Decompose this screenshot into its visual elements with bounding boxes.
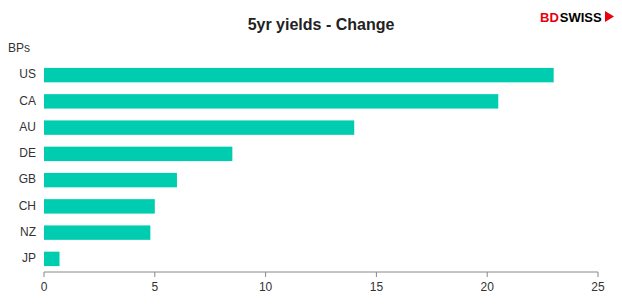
bar — [44, 68, 554, 82]
logo-text: BD — [540, 10, 559, 25]
x-tick — [44, 272, 45, 277]
category-label: DE — [19, 146, 36, 160]
bar — [44, 120, 354, 134]
bars — [44, 68, 554, 266]
logo-arrow — [605, 11, 614, 22]
x-tick — [598, 272, 599, 277]
bar — [44, 199, 155, 213]
x-tick — [265, 272, 266, 277]
category-label: AU — [19, 120, 36, 134]
title: 5yr yields - Change — [248, 16, 395, 33]
bar — [44, 225, 150, 239]
logo-text: SWISS — [560, 10, 602, 25]
bar — [44, 173, 177, 187]
x-axis-line — [44, 272, 598, 273]
x-tick-label: 25 — [591, 280, 605, 294]
category-label: CH — [19, 199, 36, 213]
bar — [44, 94, 498, 108]
x-tick — [154, 272, 155, 277]
x-tick-label: 5 — [151, 280, 158, 294]
category-label: NZ — [20, 225, 36, 239]
axis-label: BPs — [8, 41, 30, 55]
x-tick-label: 10 — [259, 280, 273, 294]
category-label: CA — [19, 94, 36, 108]
category-label: JP — [22, 251, 36, 265]
x-tick-label: 0 — [41, 280, 48, 294]
bar — [44, 147, 232, 161]
category-label: GB — [19, 172, 36, 186]
category-label: US — [19, 67, 36, 81]
x-tick-label: 20 — [481, 280, 495, 294]
x-tick — [376, 272, 377, 277]
logo: BDSWISS — [540, 10, 614, 25]
x-tick-label: 15 — [370, 280, 384, 294]
chart: 5yr yields - Change BPs BDSWISS US CA AU DE GB C… — [0, 0, 622, 306]
x-tick — [487, 272, 488, 277]
bar — [44, 252, 60, 266]
